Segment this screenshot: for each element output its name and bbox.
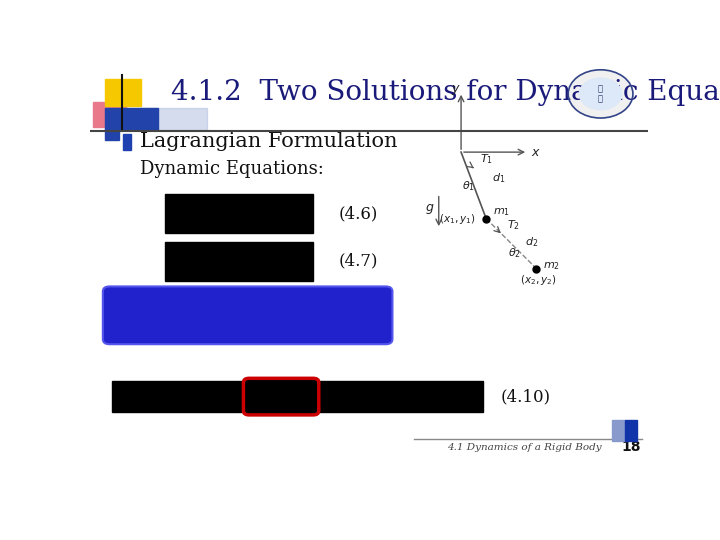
Bar — [612, 420, 624, 441]
Text: $d_1$: $d_1$ — [492, 171, 505, 185]
FancyBboxPatch shape — [243, 379, 319, 415]
Text: 南
大: 南 大 — [598, 84, 603, 104]
Circle shape — [580, 78, 622, 110]
Text: $m_2$: $m_2$ — [543, 260, 560, 272]
Text: 向心加速度(acceleration centripetal)系数: 向心加速度(acceleration centripetal)系数 — [118, 298, 401, 312]
Text: 18: 18 — [621, 440, 641, 454]
Bar — [93, 102, 126, 127]
FancyBboxPatch shape — [103, 286, 392, 344]
Bar — [112, 381, 483, 412]
Text: $d_2$: $d_2$ — [526, 235, 539, 249]
Bar — [124, 134, 131, 150]
Text: $\theta_1$: $\theta_1$ — [462, 179, 475, 193]
Text: $T_1$: $T_1$ — [480, 152, 493, 166]
Text: Dynamic Equations:: Dynamic Equations: — [140, 160, 324, 178]
Text: 4.1.2  Two Solutions for Dynamic Equation: 4.1.2 Two Solutions for Dynamic Equation — [171, 79, 720, 106]
Text: $y$: $y$ — [451, 83, 461, 97]
Bar — [105, 129, 119, 140]
Text: $(x_1, y_1)$: $(x_1, y_1)$ — [438, 212, 475, 226]
Bar — [166, 194, 313, 233]
Text: $\theta_2$: $\theta_2$ — [508, 246, 521, 260]
Bar — [105, 79, 141, 106]
Text: $(x_2, y_2)$: $(x_2, y_2)$ — [520, 273, 557, 287]
Text: $x$: $x$ — [531, 146, 541, 159]
Text: $g$: $g$ — [425, 202, 434, 216]
Text: (4.7): (4.7) — [338, 253, 378, 270]
Text: 关节i,j的速度在关节j,i上产生的向心力: 关节i,j的速度在关节j,i上产生的向心力 — [118, 319, 287, 333]
Bar — [105, 107, 158, 131]
Text: $m_1$: $m_1$ — [493, 206, 510, 218]
Text: (4.6): (4.6) — [338, 205, 378, 222]
Text: (4.10): (4.10) — [500, 388, 550, 405]
Bar — [624, 420, 637, 441]
Bar — [166, 241, 313, 281]
Bar — [140, 107, 207, 131]
Text: $T_2$: $T_2$ — [508, 218, 521, 232]
Text: Lagrangian Formulation: Lagrangian Formulation — [140, 132, 397, 151]
Text: 4.1 Dynamics of a Rigid Body: 4.1 Dynamics of a Rigid Body — [447, 443, 602, 452]
Circle shape — [568, 70, 633, 118]
